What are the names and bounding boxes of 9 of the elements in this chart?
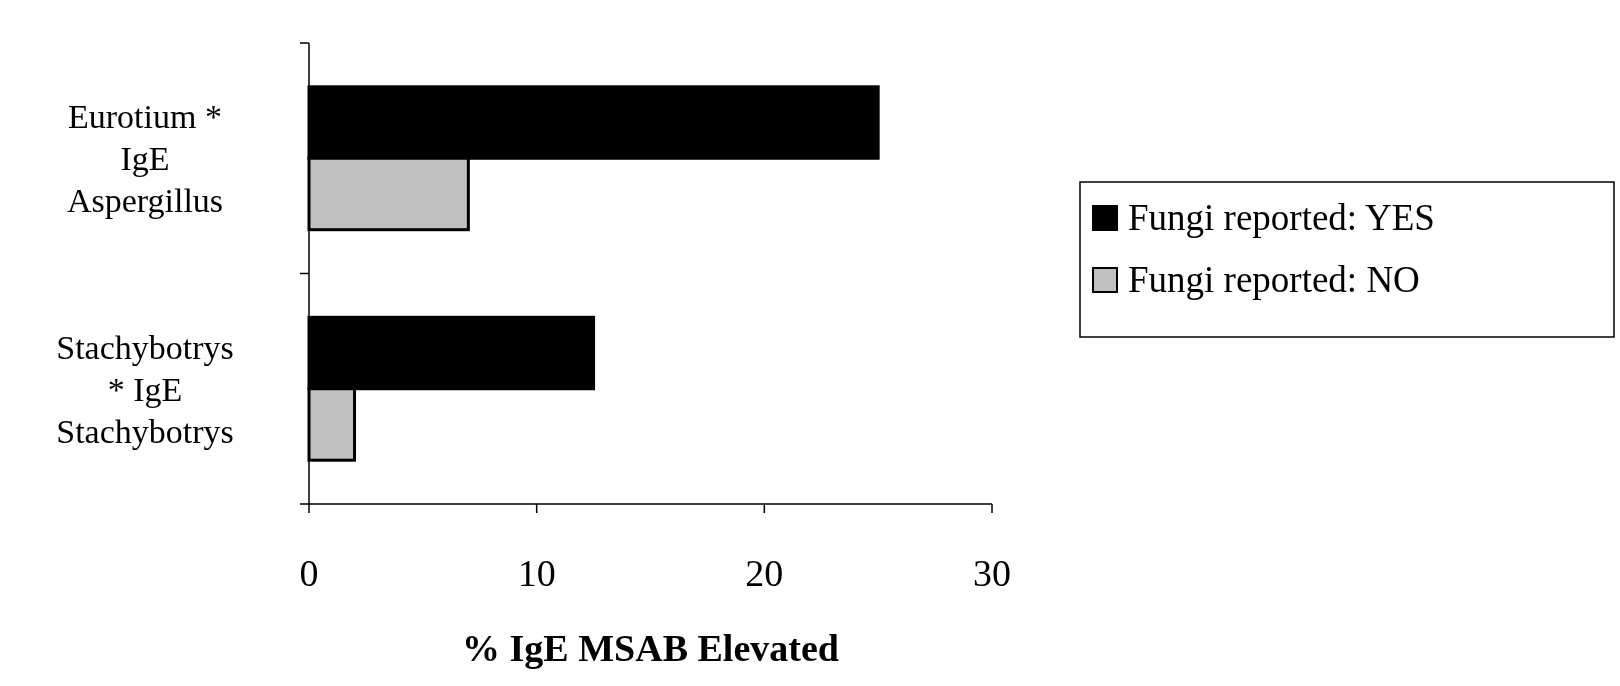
x-tick-label: 30 xyxy=(973,552,1011,594)
x-tick-label: 20 xyxy=(745,552,784,594)
legend-label: Fungi reported: NO xyxy=(1128,259,1420,300)
x-tick-label: 0 xyxy=(299,552,319,594)
legend-label: Fungi reported: YES xyxy=(1128,197,1435,238)
x-tick-label: 10 xyxy=(517,552,556,594)
x-axis-title: % IgE MSAB Elevated xyxy=(462,627,839,669)
y-tick-label: Eurotium * IgE Aspergillus xyxy=(66,98,224,220)
y-tick-label: Stachybotrys * IgE Stachybotrys xyxy=(56,328,234,450)
